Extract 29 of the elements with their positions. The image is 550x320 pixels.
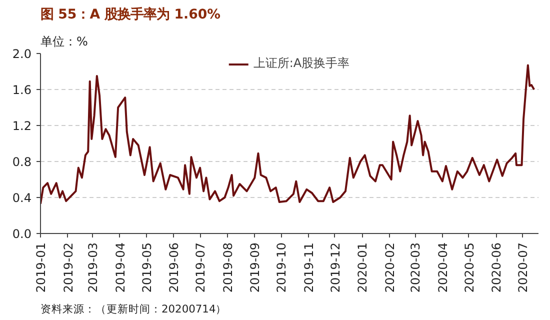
x-tick-label: 2020-02 bbox=[383, 242, 398, 293]
x-tick-label: 2019-03 bbox=[86, 242, 100, 293]
x-tick-label: 2019-10 bbox=[274, 242, 289, 293]
x-tick-label: 2019-02 bbox=[61, 242, 76, 293]
y-tick-label: 0.4 bbox=[12, 191, 32, 205]
x-tick-label: 2020-04 bbox=[436, 242, 450, 293]
x-tick-label: 2019-01 bbox=[34, 242, 48, 293]
x-tick-label: 2019-05 bbox=[140, 242, 154, 293]
y-tick-label: 0.8 bbox=[12, 155, 32, 169]
text: 资料来源：（更新时间：20200714） bbox=[40, 302, 227, 316]
x-tick-label: 2019-04 bbox=[113, 242, 128, 293]
y-tick-label: 1.6 bbox=[12, 83, 32, 97]
x-tick-label: 2020-01 bbox=[356, 242, 370, 293]
x-tick-label: 2019-11 bbox=[302, 242, 316, 293]
chart-title: 图 55：A 股换手率为 1.60% bbox=[40, 6, 221, 22]
x-tick-label: 2020-06 bbox=[490, 242, 504, 293]
y-tick-label: 2.0 bbox=[12, 47, 32, 61]
legend-label: 上证所:A股换手率 bbox=[253, 55, 350, 72]
x-tick-label: 2020-07 bbox=[516, 242, 530, 293]
x-tick-label: 2019-08 bbox=[220, 242, 235, 293]
y-tick-label: 1.2 bbox=[12, 119, 32, 133]
x-tick-label: 2019-09 bbox=[248, 242, 262, 293]
x-tick-label: 2019-06 bbox=[167, 242, 182, 293]
x-tick-label: 2020-05 bbox=[462, 242, 476, 293]
y-tick-label: 0.0 bbox=[12, 227, 32, 241]
x-tick-label: 2019-07 bbox=[194, 242, 208, 293]
y-axis-title: 单位：% bbox=[40, 34, 88, 48]
x-tick-label: 2019-12 bbox=[328, 242, 342, 293]
x-tick-label: 2020-03 bbox=[408, 242, 423, 293]
